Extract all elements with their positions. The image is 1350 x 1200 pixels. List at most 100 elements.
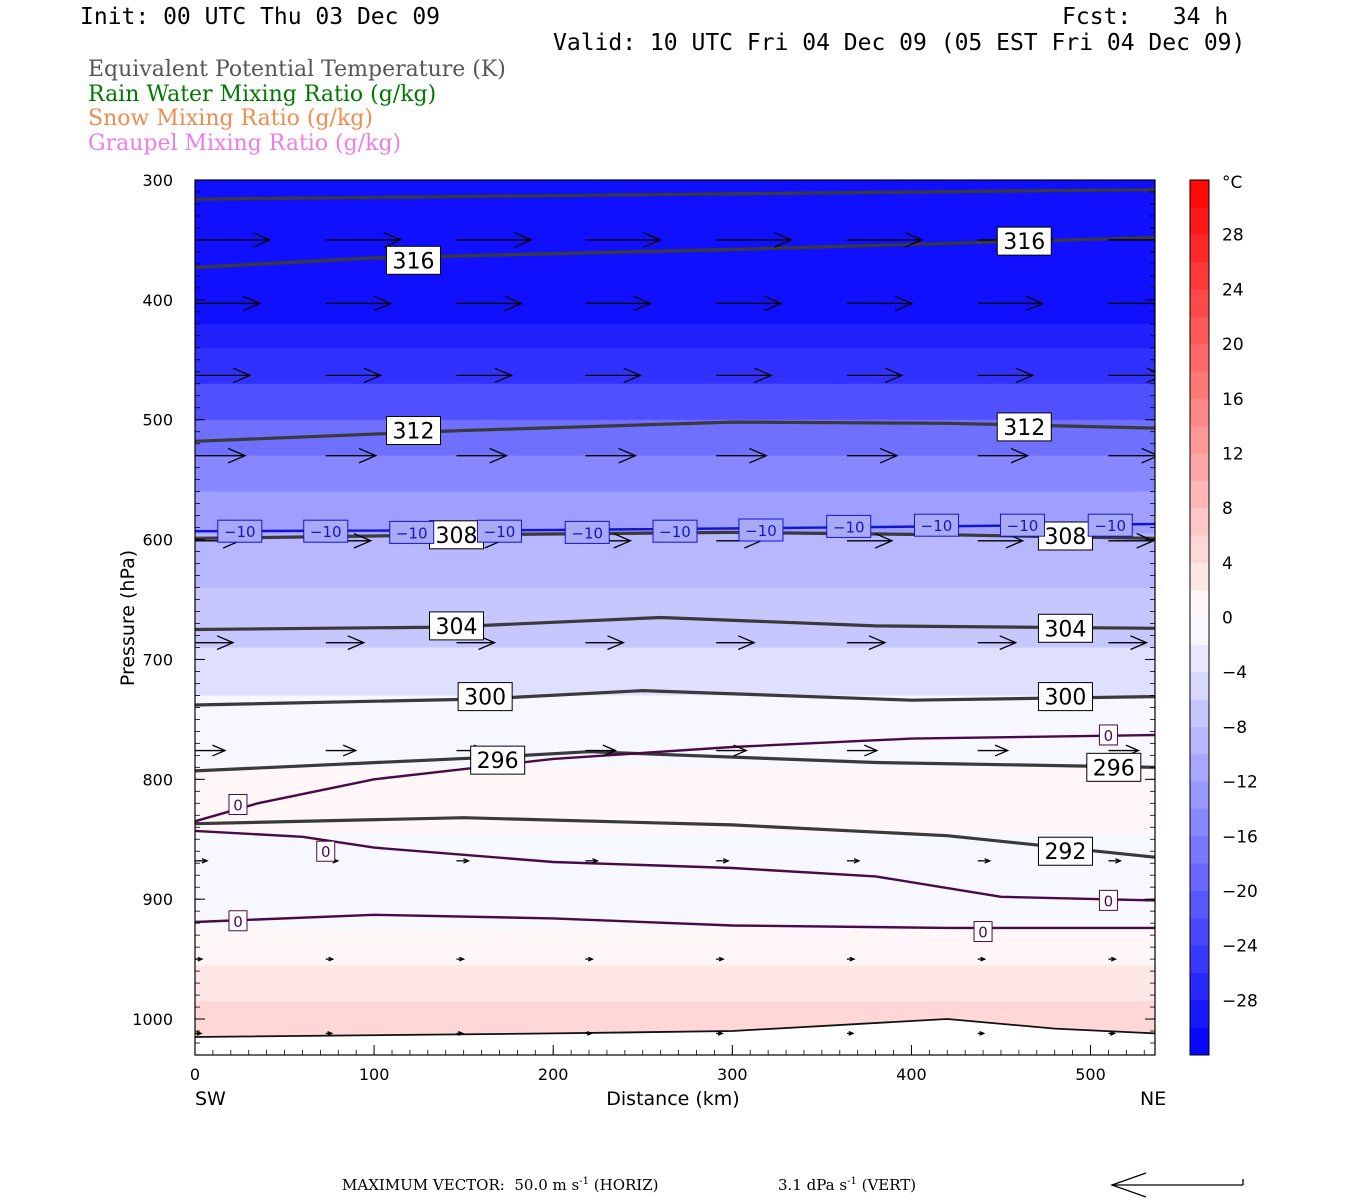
wind-vector	[325, 744, 358, 757]
theta-e-contour-316	[195, 188, 1155, 201]
wind-vector-head	[1157, 296, 1174, 310]
temperature-band	[195, 695, 1155, 768]
colorbar-unit: °C	[1222, 173, 1242, 193]
wind-vector-head	[894, 295, 914, 312]
wind-vector	[325, 635, 366, 651]
x-axis: 0 100 200 300 400 500	[190, 1045, 1145, 1084]
contour-labels: 316 316 312 312 308 308 304 304 300 300 296 296 292 −…	[217, 226, 1142, 943]
colorbar-step	[1190, 480, 1209, 509]
isotherm-label-box	[316, 840, 336, 862]
wind-vector-head	[980, 956, 987, 962]
wind-vector-head	[1146, 367, 1155, 384]
wind-vector	[325, 295, 393, 312]
temperature-band	[195, 965, 1155, 1002]
theta-e-label-box	[1037, 836, 1093, 866]
wind-vector	[846, 367, 904, 384]
colorbar-step	[1190, 836, 1209, 864]
wind-vector-head	[342, 744, 358, 757]
x-tick-label: 100	[359, 1065, 390, 1084]
legend-graupel: Graupel Mixing Ratio (g/kg)	[88, 130, 402, 156]
wind-vector-head	[733, 744, 748, 757]
y-tick-label: 1000	[132, 1010, 173, 1029]
y-tick-label: 600	[142, 531, 173, 550]
isotherm-label: −10	[224, 523, 256, 541]
temperature-band	[195, 833, 1155, 930]
wind-vector	[456, 858, 471, 864]
colorbar-tick-label: −24	[1222, 937, 1258, 957]
wind-vector	[195, 447, 247, 464]
below-ground	[195, 1019, 1155, 1055]
wind-vector-head	[749, 447, 768, 464]
variable-legend: Equivalent Potential Temperature (K) Rai…	[88, 57, 506, 156]
wind-vector-head	[868, 635, 887, 651]
theta-e-label: 296	[477, 749, 519, 774]
isotherm-label-box	[652, 519, 698, 543]
wind-vector-head	[754, 367, 773, 384]
wind-vector-head	[904, 232, 924, 248]
wind-vector	[456, 447, 509, 464]
theta-e-label-box	[996, 412, 1052, 442]
wind-vector-head	[383, 232, 403, 248]
theta-e-label-box	[1086, 752, 1142, 782]
wind-vector-head	[489, 447, 509, 464]
wind-vector-head	[884, 367, 904, 384]
theta-e-contour-304	[195, 615, 1155, 632]
isotherm-zero	[195, 829, 1155, 902]
isotherm-label-box	[973, 921, 993, 943]
isotherm-label-box	[826, 514, 872, 538]
isotherm-label: −10	[571, 524, 603, 542]
colorbar-tick-label: −8	[1222, 718, 1247, 738]
y-tick-label: 500	[142, 411, 173, 430]
theta-e-label-box	[996, 226, 1052, 256]
wind-vector	[585, 1031, 594, 1036]
wind-vector-head	[201, 858, 209, 864]
wind-vector-head	[212, 744, 227, 757]
wind-vector	[585, 232, 663, 248]
theta-e-label: 312	[1003, 416, 1045, 441]
wind-vector	[456, 367, 514, 384]
wind-vector	[977, 744, 1010, 757]
surface-line	[195, 1018, 1155, 1038]
wind-vector-head	[764, 295, 783, 312]
isotherm-label: 0	[233, 796, 243, 814]
colorbar-step	[1190, 371, 1209, 400]
colorbar-step	[1190, 617, 1209, 646]
wind-vector-head	[504, 295, 524, 312]
wind-vector-head	[1130, 635, 1149, 651]
wind-vector-head	[879, 447, 899, 464]
theta-e-label: 296	[1093, 756, 1135, 781]
max-vector-value: 50.0 m s	[514, 1176, 580, 1194]
wind-vector	[846, 956, 856, 962]
isotherm-label: 0	[233, 913, 243, 931]
theta-e-label-box	[386, 245, 442, 275]
wind-vector-head	[232, 367, 252, 384]
max-vector-arrow	[1110, 1172, 1244, 1198]
colorbar-step	[1190, 453, 1209, 482]
plot-frame	[194, 179, 1156, 1056]
wind-vector	[716, 447, 768, 464]
wind-vector	[195, 635, 235, 651]
theta-e-label: 304	[435, 615, 477, 640]
isotherm-label-box	[228, 793, 248, 815]
wind-vector	[716, 367, 773, 384]
wind-vector-head	[252, 232, 272, 248]
colorbar-step	[1190, 945, 1209, 974]
wind-vector-head	[459, 956, 466, 962]
isotherm-label-box	[999, 513, 1045, 537]
colorbar-step	[1190, 426, 1209, 454]
wind-vector	[1108, 635, 1149, 651]
wind-vector	[977, 295, 1045, 312]
isotherm-label: −10	[1094, 517, 1126, 535]
wind-vector-head	[1025, 295, 1045, 312]
wind-vector	[1108, 956, 1118, 962]
wind-vector-head	[227, 447, 247, 464]
wind-vector-head	[494, 367, 514, 384]
forecast-hour: Fcst: 34 h	[1062, 4, 1229, 30]
wind-vector-head	[347, 635, 366, 651]
wind-vector	[456, 956, 466, 962]
isotherm-label: 0	[321, 843, 331, 861]
wind-vector	[1108, 239, 1155, 241]
temperature-band	[195, 455, 1155, 493]
theta-e-label-box	[428, 520, 484, 550]
colorbar-frame	[1189, 179, 1210, 1056]
